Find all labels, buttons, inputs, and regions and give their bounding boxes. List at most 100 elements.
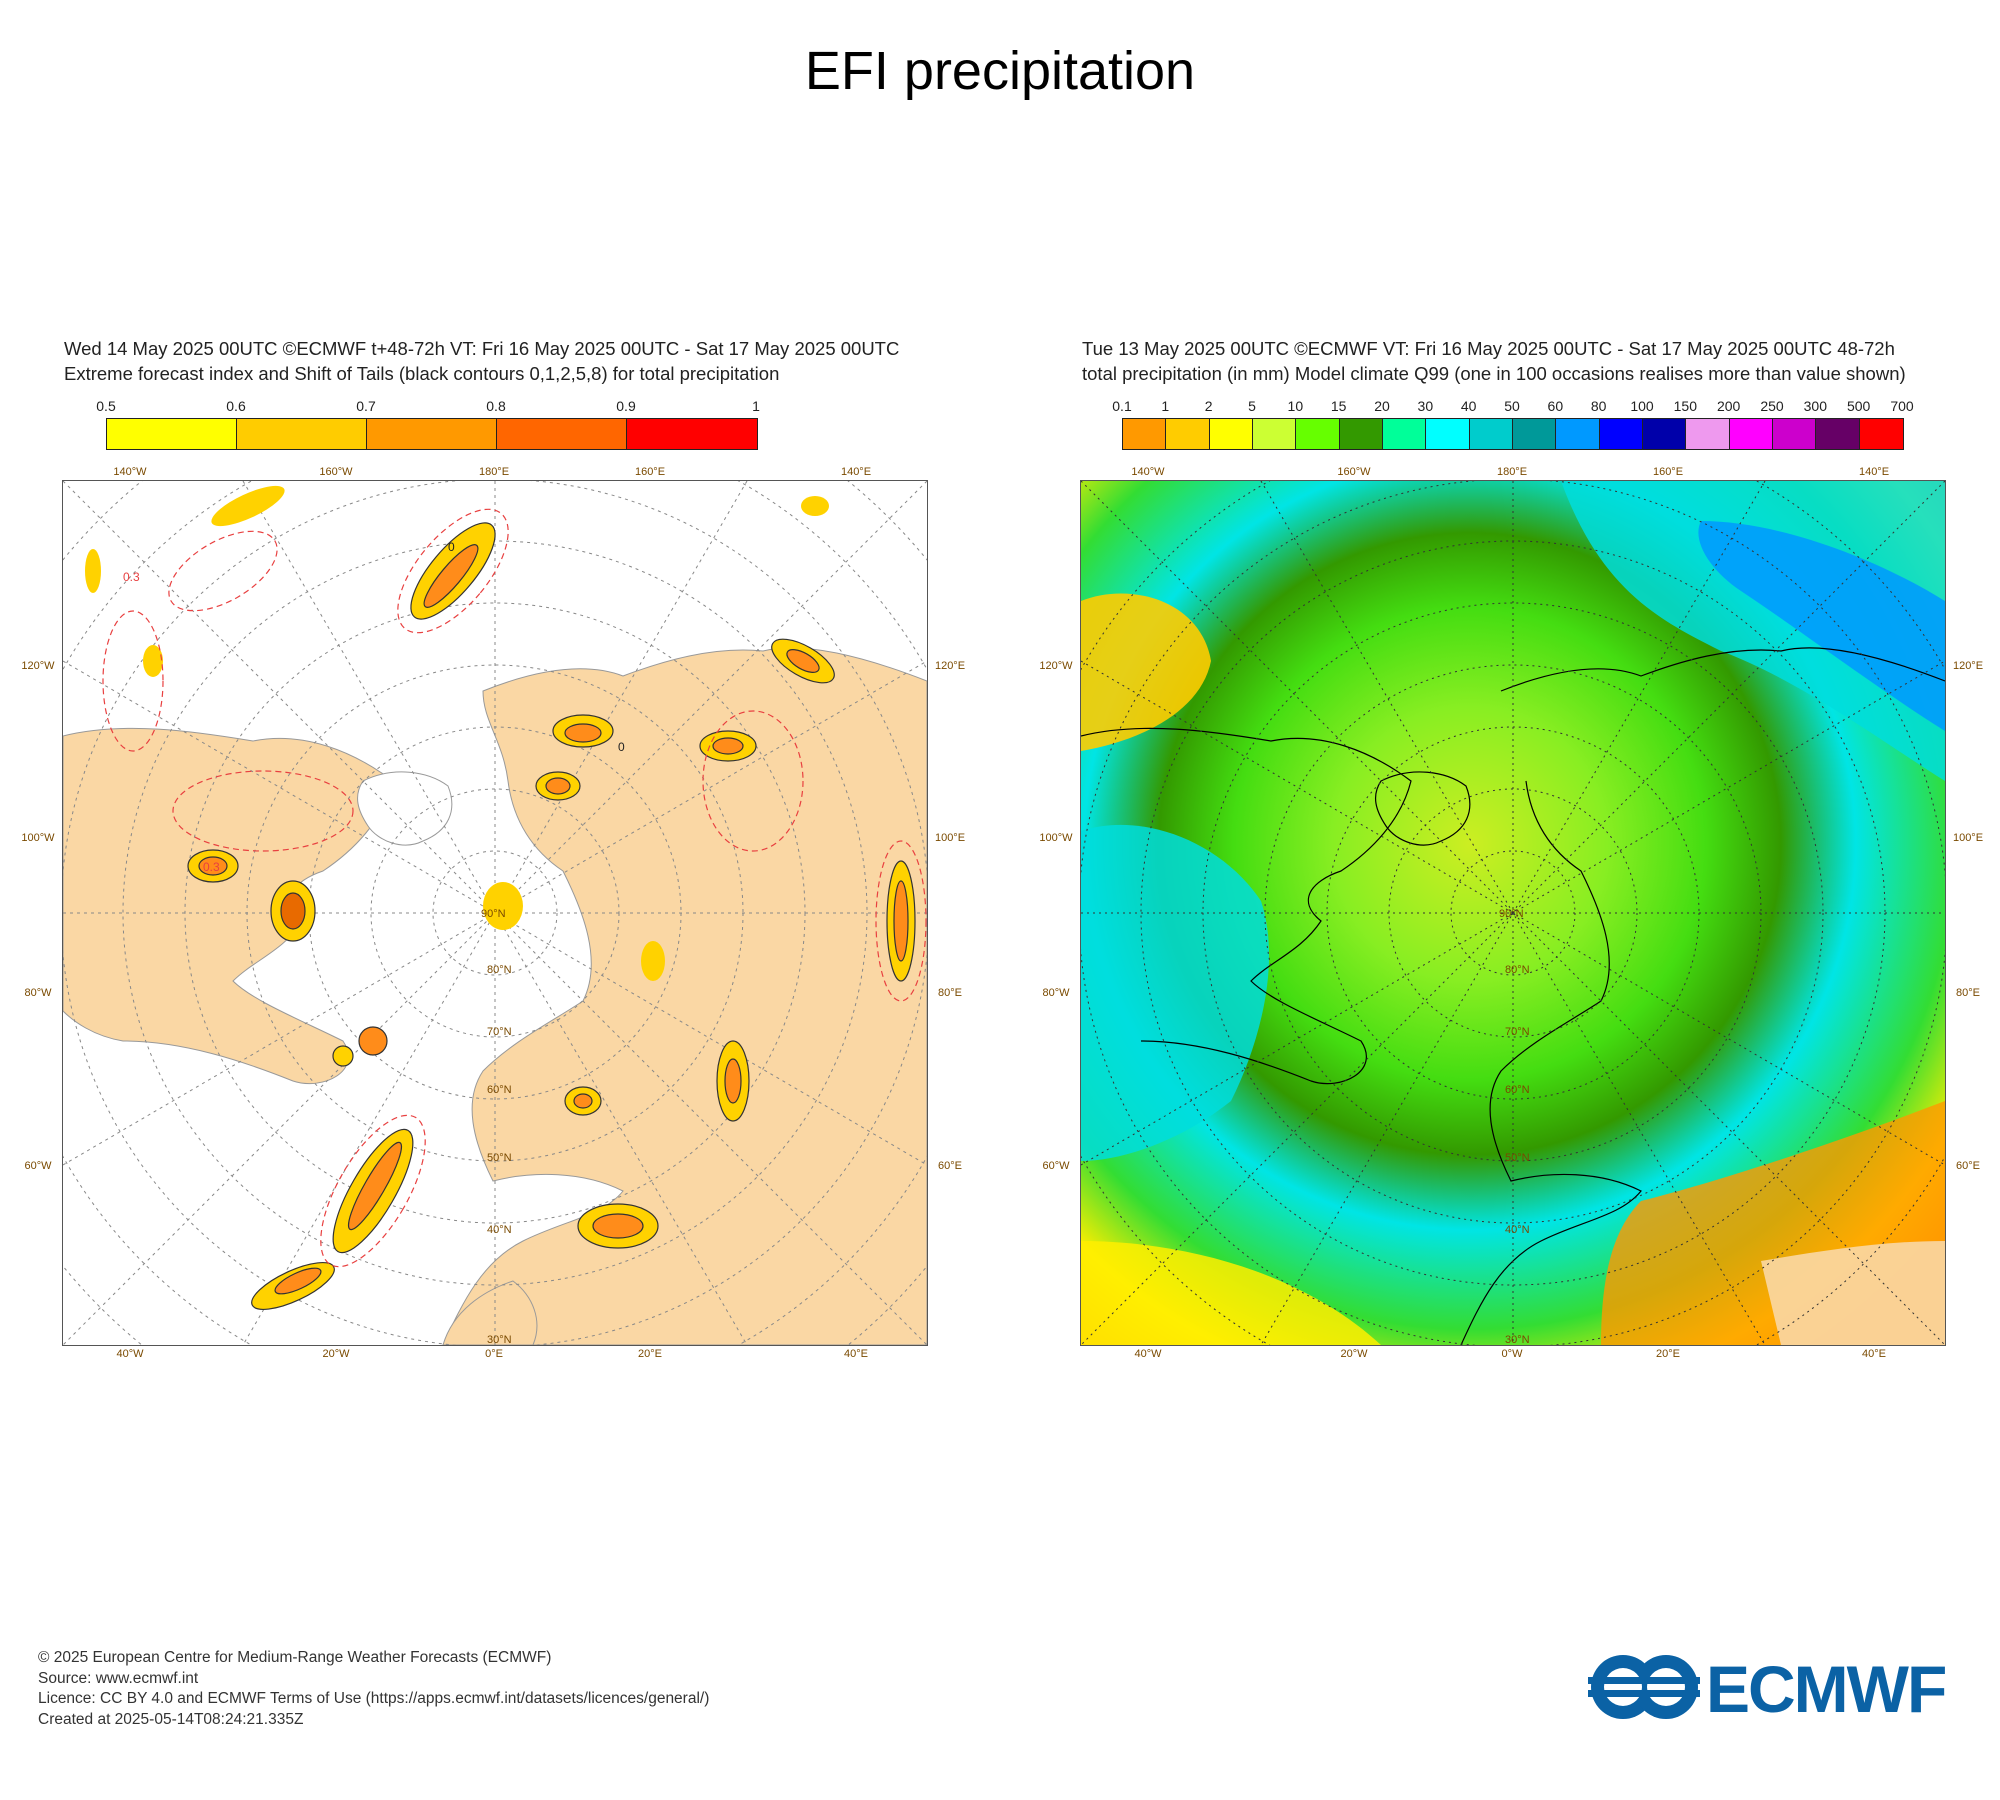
colorbar-segment xyxy=(627,419,757,449)
lon-label-bottom: 0°W xyxy=(1501,1348,1523,1360)
q99-northamerica-west xyxy=(1081,593,1211,751)
footer-source[interactable]: Source: www.ecmwf.int xyxy=(38,1669,199,1687)
land-eurasia xyxy=(442,647,927,1345)
lon-label-top: 160°E xyxy=(1652,466,1684,478)
efi-patch xyxy=(358,1026,388,1056)
colorbar-segment xyxy=(1772,419,1817,449)
colorbar-segment xyxy=(1729,419,1773,449)
lon-label-bottom: 40°E xyxy=(844,1348,868,1360)
efi-patch xyxy=(347,1141,403,1231)
efi-contour-03 xyxy=(168,530,278,612)
efi-patch xyxy=(143,645,163,677)
q99-title-line2: total precipitation (in mm) Model climat… xyxy=(1082,363,1906,384)
lon-label-left: 60°W xyxy=(1042,1160,1070,1172)
efi-tick: 0.8 xyxy=(486,398,506,414)
lon-label-right: 80°E xyxy=(938,987,962,999)
q99-tick: 40 xyxy=(1460,398,1477,414)
lon-label-left: 100°W xyxy=(21,832,55,844)
lon-label-top: 180°E xyxy=(1496,466,1528,478)
efi-colorbar-ticks: 0.5 0.6 0.7 0.8 0.9 1 xyxy=(96,398,760,416)
efi-tick: 0.9 xyxy=(616,398,636,414)
lon-label-right: 120°E xyxy=(934,660,966,672)
q99-pacific-high xyxy=(1698,521,1945,731)
footer-created: Created at 2025-05-14T08:24:21.335Z xyxy=(38,1710,304,1728)
colorbar-segment xyxy=(1599,419,1643,449)
efi-patch xyxy=(786,649,820,673)
efi-panel: Wed 14 May 2025 00UTC ©ECMWF t+48-72h VT… xyxy=(21,330,965,1360)
colorbar-segment xyxy=(237,419,367,449)
q99-tick: 700 xyxy=(1890,398,1914,414)
colorbar-segment xyxy=(1123,419,1167,449)
footer-licence[interactable]: Licence: CC BY 4.0 and ECMWF Terms of Us… xyxy=(38,1690,710,1707)
lat-label: 50°N xyxy=(1505,1152,1530,1164)
efi-title-line1: Wed 14 May 2025 00UTC ©ECMWF t+48-72h VT… xyxy=(64,338,900,359)
lon-label-bottom: 40°W xyxy=(116,1348,144,1360)
lon-label-bottom: 20°E xyxy=(1656,1348,1680,1360)
efi-patch xyxy=(85,549,101,593)
lon-label-right: 120°E xyxy=(1952,660,1984,672)
q99-tick: 150 xyxy=(1673,398,1698,414)
footer-credits: © 2025 European Centre for Medium-Range … xyxy=(38,1648,709,1730)
colorbar-segment xyxy=(1556,419,1600,449)
q99-tick: 30 xyxy=(1417,398,1434,414)
efi-patch xyxy=(724,1058,742,1104)
lon-label-left: 80°W xyxy=(24,987,52,999)
q99-tick: 500 xyxy=(1846,398,1871,414)
efi-patch xyxy=(712,737,744,755)
q99-tick: 15 xyxy=(1330,398,1347,414)
q99-coastline xyxy=(1081,727,1412,1085)
efi-patch xyxy=(423,544,479,608)
efi-patch xyxy=(274,1267,322,1295)
efi-patch xyxy=(564,723,602,743)
q99-tick: 50 xyxy=(1504,398,1520,414)
q99-tick: 2 xyxy=(1204,398,1213,414)
q99-tropics-left xyxy=(1081,1241,1381,1345)
efi-contour-03 xyxy=(172,770,354,852)
efi-map-svg: 0.3 0.3 0 0 30°N 40°N 50°N 60°N 70°N 80°… xyxy=(63,481,927,1345)
lon-label-bottom: 20°W xyxy=(322,1348,350,1360)
contour-label: 0 xyxy=(448,540,455,554)
efi-title-line2: Extreme forecast index and Shift of Tail… xyxy=(64,363,780,384)
lat-label: 80°N xyxy=(1505,964,1530,976)
footer-copyright: © 2025 European Centre for Medium-Range … xyxy=(38,1649,552,1666)
efi-patch xyxy=(801,496,829,516)
lon-label-left: 60°W xyxy=(24,1160,52,1172)
lon-label-right: 60°E xyxy=(938,1160,962,1172)
q99-tick: 80 xyxy=(1590,398,1607,414)
efi-map: 0.3 0.3 0 0 30°N 40°N 50°N 60°N 70°N 80°… xyxy=(62,480,928,1346)
page-title: EFI precipitation xyxy=(804,41,1196,101)
colorbar-segment xyxy=(1469,419,1513,449)
colorbar-segment xyxy=(1642,419,1687,449)
colorbar-segment xyxy=(1426,419,1470,449)
colorbar-segment xyxy=(1252,419,1297,449)
q99-atlantic-region xyxy=(1081,824,1270,1161)
efi-tick: 0.7 xyxy=(356,398,376,414)
lon-label-top: 140°E xyxy=(840,466,872,478)
q99-tick: 60 xyxy=(1547,398,1564,414)
lon-label-right: 60°E xyxy=(1956,1160,1980,1172)
colorbar-segment xyxy=(497,419,627,449)
lat-label: 90°N xyxy=(1499,908,1524,920)
q99-tick: 100 xyxy=(1630,398,1654,414)
efi-colorbar xyxy=(106,418,758,450)
efi-contour-03 xyxy=(702,710,804,852)
efi-contour-03 xyxy=(320,1114,426,1268)
lat-label: 40°N xyxy=(1505,1224,1530,1236)
q99-panel: Tue 13 May 2025 00UTC ©ECMWF VT: Fri 16 … xyxy=(1039,330,1983,1360)
colorbar-segment xyxy=(1512,419,1557,449)
lat-label: 30°N xyxy=(1505,1334,1530,1345)
efi-patch xyxy=(592,1213,644,1239)
q99-colorbar xyxy=(1122,418,1904,450)
colorbar-segment xyxy=(1382,419,1427,449)
lat-label: 80°N xyxy=(487,964,512,976)
efi-patch xyxy=(573,1093,593,1109)
lon-label-left: 120°W xyxy=(21,660,55,672)
q99-map-svg: 30°N 40°N 50°N 60°N 70°N 80°N 90°N xyxy=(1081,481,1945,1345)
lat-label: 40°N xyxy=(487,1224,512,1236)
efi-tick: 0.5 xyxy=(96,398,116,414)
lon-label-bottom: 0°E xyxy=(485,1348,503,1360)
colorbar-segment xyxy=(107,419,237,449)
efi-patch xyxy=(280,892,306,930)
q99-tick: 300 xyxy=(1803,398,1828,414)
colorbar-segment xyxy=(1816,419,1860,449)
